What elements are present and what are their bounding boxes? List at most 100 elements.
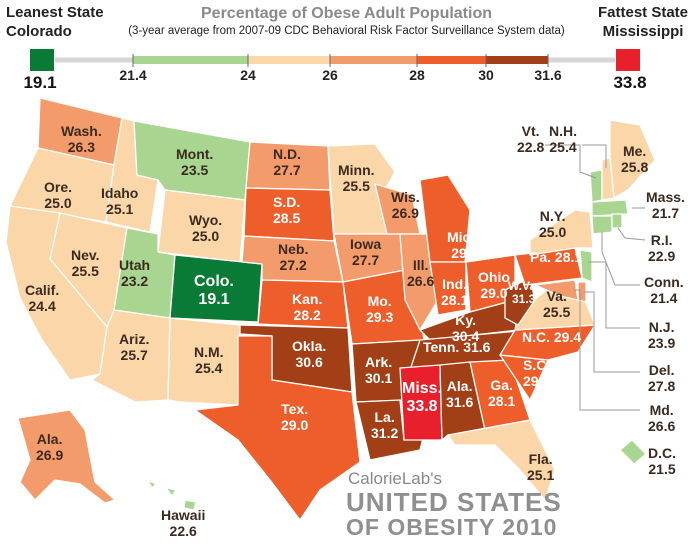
state-mich <box>419 174 471 263</box>
label-tenn: Tenn. 31.6 <box>423 339 491 355</box>
label-wva: W.Va. 31.3 <box>508 279 540 307</box>
legend-orange-segment <box>417 56 486 64</box>
label-del: Del. 27.8 <box>648 362 676 394</box>
brand-line1: UNITED STATES <box>346 487 562 517</box>
label-ariz: Ariz. 25.7 <box>119 331 150 363</box>
label-neb: Neb. 27.2 <box>278 241 309 273</box>
label-nh: N.H. 25.4 <box>549 123 577 155</box>
legend-tick-label: 28 <box>409 67 425 83</box>
label-ind: Ind. 28.1 <box>441 276 469 308</box>
label-nc: N.C. 29.4 <box>522 329 582 345</box>
state-nm <box>167 317 241 406</box>
fattest-header: Fattest State Mississippi <box>598 4 689 40</box>
label-ore: Ore. 25.0 <box>44 179 73 211</box>
legend-tan-segment <box>248 56 330 64</box>
label-miss: Miss. 33.8 <box>402 380 443 415</box>
fattest-title: Fattest State <box>598 4 689 21</box>
leader-conn <box>601 232 640 286</box>
label-iowa: Iowa 27.7 <box>350 236 382 268</box>
label-mich: Mich. 29.3 <box>447 229 483 261</box>
label-alaska: Ala. 26.9 <box>36 431 64 463</box>
state-ind <box>429 261 467 316</box>
state-alaska <box>17 409 116 504</box>
state-vt <box>589 169 603 203</box>
label-nd: N.D. 27.7 <box>273 146 301 178</box>
label-nm: N.M. 25.4 <box>194 344 224 376</box>
brand-line2: OF OBESITY 2010 <box>346 514 558 540</box>
legend-max-value: 33.8 <box>613 73 647 92</box>
leader-nh <box>582 144 607 168</box>
label-calif: Calif. 24.4 <box>25 282 60 314</box>
label-kan: Kan. 28.2 <box>292 291 323 323</box>
label-ri: R.I. 22.9 <box>648 232 676 264</box>
leader-md <box>574 289 640 411</box>
leader-vt <box>545 144 597 179</box>
chart-subtitle: (3-year average from 2007-09 CDC Behavio… <box>128 25 565 37</box>
label-vt: Vt. 22.8 <box>517 123 545 155</box>
legend-tick-label: 31.6 <box>534 67 562 83</box>
label-sd: S.D. 28.5 <box>273 194 301 226</box>
chart-title: Percentage of Obese Adult Population <box>201 5 492 22</box>
state-ri <box>611 213 623 229</box>
label-nev: Nev. 25.5 <box>71 247 100 279</box>
label-ark: Ark. 30.1 <box>365 354 393 386</box>
state-ny <box>529 209 594 256</box>
label-ga: Ga. 28.1 <box>488 377 516 409</box>
label-wash: Wash. 26.3 <box>61 123 102 155</box>
state-ct <box>591 215 613 235</box>
legend-brown-segment <box>486 56 548 64</box>
label-me: Me. 25.8 <box>621 143 649 175</box>
legend-max-swatch <box>616 49 640 71</box>
label-hawaii: Hawaii 22.6 <box>161 507 206 539</box>
leader-nj <box>588 261 640 329</box>
legend-bar <box>30 49 640 71</box>
state-fla <box>447 419 556 501</box>
leanest-state: Colorado <box>6 22 72 40</box>
label-ill: Ill. 26.6 <box>407 257 435 289</box>
state-ma <box>591 199 629 217</box>
label-conn: Conn. 21.4 <box>644 274 684 306</box>
label-sc: S.C. 29.9 <box>523 357 551 389</box>
label-ny: N.Y. 25.0 <box>539 208 567 240</box>
label-idaho: Idaho 25.1 <box>101 185 139 217</box>
fattest-state: Mississippi <box>602 22 684 40</box>
state-ill <box>399 233 439 331</box>
label-utah: Utah 23.2 <box>119 257 151 289</box>
label-pa: Pa. 28.1 <box>530 249 583 265</box>
leader-ri <box>617 227 646 241</box>
label-fla: Fla. 25.1 <box>527 451 555 483</box>
label-tex: Tex. 29.0 <box>281 401 309 433</box>
legend-min-swatch <box>30 49 54 71</box>
label-nj: N.J. 23.9 <box>648 319 676 351</box>
leanest-header: Leanest State Colorado <box>6 4 104 40</box>
legend-green-segment <box>133 56 248 64</box>
label-okla: Okla. 30.6 <box>292 338 327 370</box>
label-mo: Mo. 29.3 <box>366 293 394 325</box>
state-hawaii <box>147 479 197 511</box>
legend-tick-label: 21.4 <box>119 67 147 83</box>
label-wyo: Wyo. 25.0 <box>189 212 223 244</box>
state-me <box>609 119 656 199</box>
dc-marker <box>619 439 647 465</box>
legend-tick-label: 30 <box>478 67 494 83</box>
label-la: La. 31.2 <box>371 409 399 441</box>
label-ohio: Ohio 29.0 <box>478 269 510 301</box>
label-mont: Mont. 23.5 <box>176 146 214 178</box>
label-mass: Mass. 21.7 <box>646 189 685 221</box>
leanest-title: Leanest State <box>6 4 104 21</box>
label-ky: Ky. 30.4 <box>452 312 480 344</box>
label-md: Md. 26.6 <box>648 402 676 434</box>
label-dc: D.C. 21.5 <box>648 445 676 477</box>
state-calif <box>5 205 108 381</box>
label-ala: Ala. 31.6 <box>446 378 474 410</box>
label-va: Va. 25.5 <box>543 288 571 320</box>
label-minn: Minn. 25.5 <box>338 162 375 194</box>
legend-tick-label: 24 <box>240 67 256 83</box>
label-colo: Colo. 19.1 <box>194 273 234 308</box>
brand-site: CalorieLab's <box>348 469 442 488</box>
state-tex <box>194 335 361 521</box>
leader-del <box>584 291 640 373</box>
label-wis: Wis. 26.9 <box>391 189 420 221</box>
